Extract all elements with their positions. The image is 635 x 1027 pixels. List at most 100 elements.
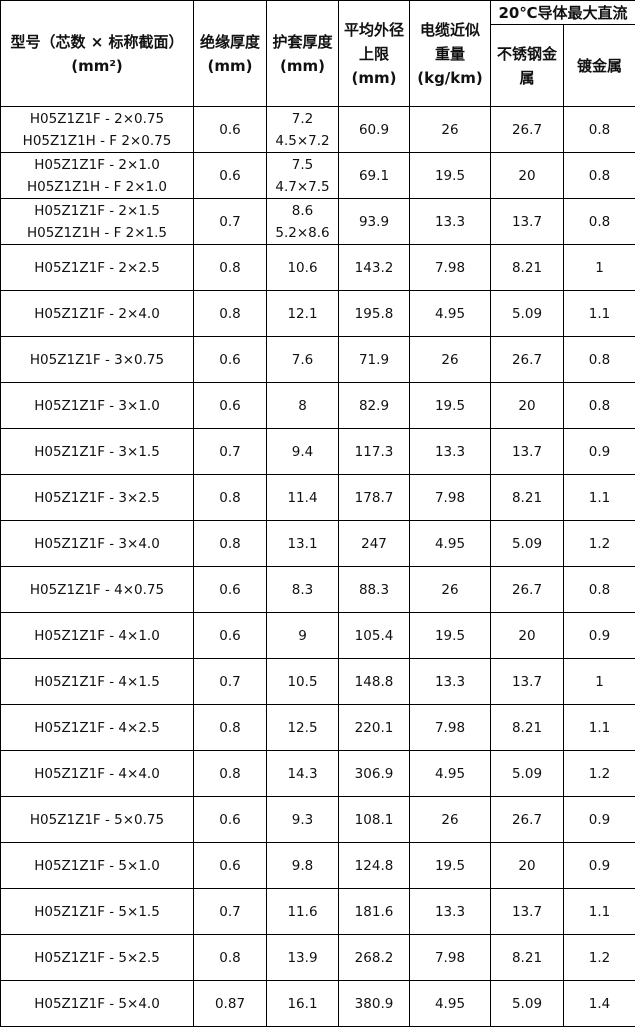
cell-stainless-text: 8.21 <box>511 259 543 276</box>
cell-plated-text: 0.8 <box>588 213 611 230</box>
cell-plated: 1.2 <box>562 520 635 567</box>
cell-stainless: 26.7 <box>490 336 564 383</box>
cell-model: H05Z1Z1F - 2×1.5 H05Z1Z1H - F 2×1.5 <box>0 198 194 245</box>
cell-plated-text: 0.9 <box>588 811 611 828</box>
cell-plated: 1 <box>562 658 635 705</box>
cell-model: H05Z1Z1F - 3×4.0 <box>0 520 194 567</box>
cell-weight-text: 19.5 <box>434 857 466 874</box>
cell-model-text: H05Z1Z1F - 4×0.75 <box>29 581 165 598</box>
cell-weight-text: 26 <box>441 121 459 138</box>
cell-stainless: 13.7 <box>490 428 564 475</box>
header-resistance-group: 20℃导体最大直流 <box>489 0 635 25</box>
table-row: H05Z1Z1F - 3×4.0 0.8 13.1 247 4.95 5.09 1.2 <box>0 520 635 567</box>
cell-diameter-text: 71.9 <box>358 351 390 368</box>
cell-diameter: 306.9 <box>338 750 410 797</box>
cell-sheath: 12.5 <box>266 704 339 751</box>
cell-weight: 13.3 <box>409 428 491 475</box>
cell-stainless-text: 26.7 <box>511 351 543 368</box>
cell-insulation-text: 0.6 <box>219 397 241 414</box>
cell-stainless-text: 5.09 <box>511 535 543 552</box>
cell-diameter: 71.9 <box>338 336 410 383</box>
cell-stainless-text: 8.21 <box>511 719 543 736</box>
header-sheath: 护套厚度 (mm) <box>266 0 339 107</box>
cell-insulation-text: 0.6 <box>219 857 241 874</box>
table-row: H05Z1Z1F - 5×4.0 0.87 16.1 380.9 4.95 5.09 1.4 <box>0 980 635 1027</box>
cell-sheath-text: 5.2×8.6 <box>275 224 330 241</box>
cell-insulation: 0.8 <box>193 750 267 797</box>
cell-sheath-text: 10.5 <box>287 673 318 690</box>
cell-insulation: 0.8 <box>193 704 267 751</box>
cell-weight: 7.98 <box>409 704 491 751</box>
cell-diameter: 124.8 <box>338 842 410 889</box>
cell-plated: 1.4 <box>562 980 635 1027</box>
cell-weight: 4.95 <box>409 290 491 337</box>
cell-diameter-text: 60.9 <box>358 121 390 138</box>
cell-stainless-text: 13.7 <box>511 443 543 460</box>
cell-plated: 0.9 <box>562 796 635 843</box>
cell-stainless-text: 13.7 <box>511 673 543 690</box>
cell-weight: 19.5 <box>409 152 491 199</box>
cell-diameter: 247 <box>338 520 410 567</box>
cell-plated-text: 0.8 <box>588 351 611 368</box>
header-diameter: 平均外径 上限 (mm) <box>338 0 410 107</box>
cell-diameter: 380.9 <box>338 980 410 1027</box>
table-row: H05Z1Z1F - 4×0.75 0.6 8.3 88.3 26 26.7 0.8 <box>0 566 635 613</box>
table-row: H05Z1Z1F - 2×1.0 H05Z1Z1H - F 2×1.0 0.6 7.5… <box>0 152 635 199</box>
cell-insulation: 0.7 <box>193 888 267 935</box>
table-row: H05Z1Z1F - 2×0.75 H05Z1Z1H - F 2×0.75 0.6 7… <box>0 106 635 153</box>
cell-stainless: 8.21 <box>490 934 564 981</box>
cell-weight-text: 19.5 <box>434 397 466 414</box>
cell-sheath: 9.3 <box>266 796 339 843</box>
cell-model: H05Z1Z1F - 3×2.5 <box>0 474 194 521</box>
cell-stainless-text: 5.09 <box>511 995 543 1012</box>
cell-model: H05Z1Z1F - 2×1.0 H05Z1Z1H - F 2×1.0 <box>0 152 194 199</box>
cell-plated-text: 1 <box>595 259 604 276</box>
cell-insulation: 0.7 <box>193 428 267 475</box>
cell-model-text: H05Z1Z1H - F 2×1.0 <box>26 178 168 195</box>
cell-stainless: 13.7 <box>490 198 564 245</box>
cell-weight-text: 19.5 <box>434 627 466 644</box>
cell-insulation-text: 0.8 <box>219 719 241 736</box>
cell-stainless: 8.21 <box>490 704 564 751</box>
cell-weight: 4.95 <box>409 980 491 1027</box>
cell-plated-text: 1.1 <box>588 903 611 920</box>
cell-stainless-text: 8.21 <box>511 489 543 506</box>
table-row: H05Z1Z1F - 3×2.5 0.8 11.4 178.7 7.98 8.21 1.1 <box>0 474 635 521</box>
cell-model: H05Z1Z1F - 4×4.0 <box>0 750 194 797</box>
cell-model: H05Z1Z1F - 3×0.75 <box>0 336 194 383</box>
cell-plated-text: 0.8 <box>588 581 611 598</box>
cell-sheath-text: 8.3 <box>291 581 314 598</box>
cell-plated: 0.8 <box>562 106 635 153</box>
cell-insulation-text: 0.87 <box>214 995 246 1012</box>
cell-model: H05Z1Z1F - 5×0.75 <box>0 796 194 843</box>
cell-plated-text: 1.1 <box>588 489 611 506</box>
cell-sheath-text: 8 <box>298 397 307 414</box>
table-row: H05Z1Z1F - 5×0.75 0.6 9.3 108.1 26 26.7 0.9 <box>0 796 635 843</box>
cell-sheath-text: 9.8 <box>291 857 314 874</box>
cell-insulation: 0.6 <box>193 842 267 889</box>
cell-diameter-text: 124.8 <box>354 857 394 874</box>
cell-insulation: 0.7 <box>193 198 267 245</box>
cell-stainless: 26.7 <box>490 796 564 843</box>
header-weight: 电缆近似 重量 (kg/km) <box>409 0 491 107</box>
cell-insulation: 0.6 <box>193 152 267 199</box>
cell-plated-text: 1 <box>595 673 604 690</box>
cell-stainless: 8.21 <box>490 474 564 521</box>
cell-model-text: H05Z1Z1F - 2×2.5 <box>34 259 160 276</box>
cell-weight-text: 26 <box>441 811 459 828</box>
cell-diameter: 105.4 <box>338 612 410 659</box>
cell-sheath: 9 <box>266 612 339 659</box>
cell-sheath-text: 10.6 <box>287 259 318 276</box>
cell-plated: 0.8 <box>562 566 635 613</box>
cell-stainless-text: 26.7 <box>511 581 543 598</box>
cell-model: H05Z1Z1F - 5×1.0 <box>0 842 194 889</box>
table-row: H05Z1Z1F - 4×4.0 0.8 14.3 306.9 4.95 5.09 1.2 <box>0 750 635 797</box>
cell-insulation-text: 0.6 <box>219 811 241 828</box>
header-model: 型号（芯数 × 标称截面） (mm²) <box>0 0 194 107</box>
cell-model-text: H05Z1Z1F - 3×0.75 <box>29 351 165 368</box>
cell-insulation: 0.6 <box>193 106 267 153</box>
cell-plated-text: 0.8 <box>588 397 611 414</box>
cell-sheath-text: 4.5×7.2 <box>275 132 330 149</box>
cell-diameter: 181.6 <box>338 888 410 935</box>
